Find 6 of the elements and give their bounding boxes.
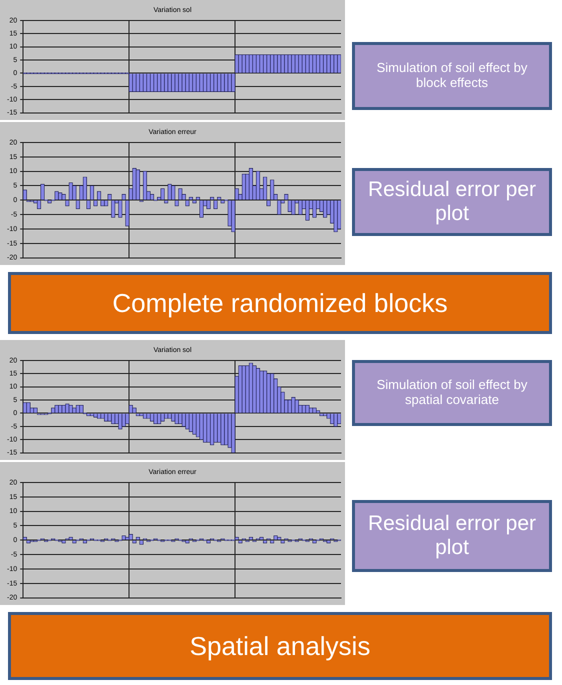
text: Spatial analysis — [8, 612, 552, 680]
text: Residual error per plot — [352, 168, 552, 236]
text: Simulation of soil effect by block effects — [352, 42, 552, 110]
text: Simulation of soil effect by spatial covariate — [352, 360, 552, 426]
text: Complete randomized blocks — [8, 272, 552, 334]
text: Residual error per plot — [352, 500, 552, 572]
